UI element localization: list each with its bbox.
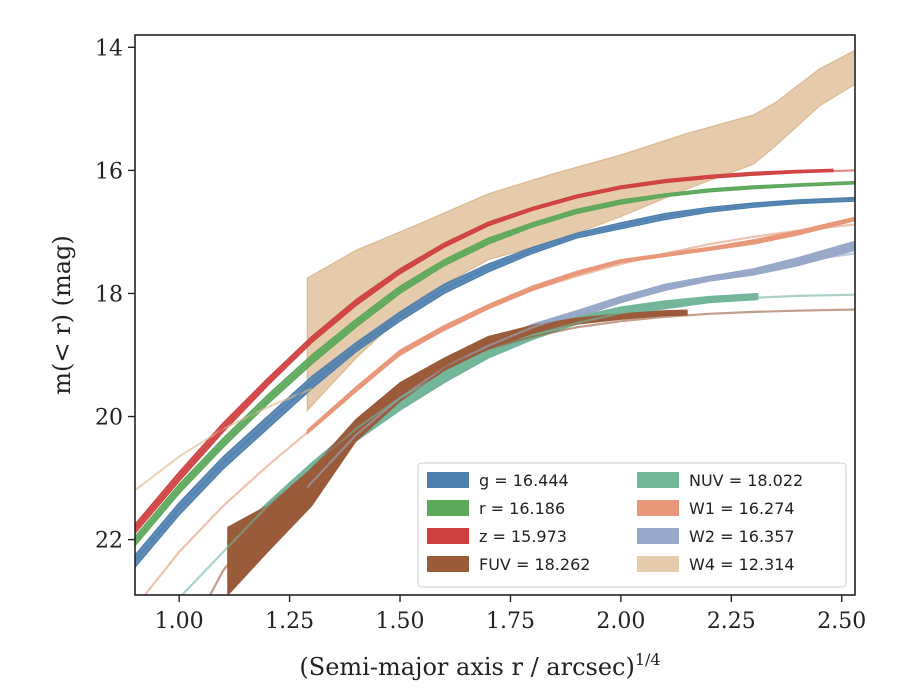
legend-box xyxy=(417,462,847,588)
legend-label-W1: W1 = 16.274 xyxy=(689,499,795,518)
x-tick-label-6: 2.50 xyxy=(817,609,866,634)
legend-swatch-FUV xyxy=(427,556,469,572)
y-axis: 14 16 18 20 22 xyxy=(95,36,135,554)
y-axis-label: m(< r) (mag) xyxy=(48,235,76,394)
series-models xyxy=(135,169,855,595)
model-line-W1 xyxy=(143,223,855,595)
x-tick-label-4: 2.00 xyxy=(596,609,645,634)
band-g xyxy=(135,196,855,569)
legend-label-W4: W4 = 12.314 xyxy=(689,555,795,574)
band-r xyxy=(135,180,855,547)
y-tick-label-0: 14 xyxy=(95,36,123,61)
legend-swatch-W2 xyxy=(637,528,679,544)
x-axis-label: (Semi-major axis r / arcsec)1/4 xyxy=(299,650,660,681)
legend-swatch-W4 xyxy=(637,556,679,572)
x-tick-label-5: 2.25 xyxy=(707,609,756,634)
legend-label-W2: W2 = 16.357 xyxy=(689,527,795,546)
y-tick-label-3: 20 xyxy=(95,406,123,431)
x-tick-label-1: 1.25 xyxy=(265,609,314,634)
legend-label-z: z = 15.973 xyxy=(479,527,567,546)
legend-label-NUV: NUV = 18.022 xyxy=(689,471,803,490)
x-tick-label-3: 1.75 xyxy=(486,609,535,634)
y-tick-label-1: 16 xyxy=(95,159,123,184)
band-W4 xyxy=(306,49,855,412)
legend-swatch-NUV xyxy=(637,472,679,488)
legend-label-g: g = 16.444 xyxy=(479,471,569,490)
x-tick-label-0: 1.00 xyxy=(155,609,204,634)
model-line-z xyxy=(135,169,855,530)
legend-swatch-r xyxy=(427,500,469,516)
legend-swatch-W1 xyxy=(637,500,679,516)
model-line-FUV xyxy=(208,308,855,595)
legend-label-r: r = 16.186 xyxy=(479,499,565,518)
y-tick-label-2: 18 xyxy=(95,282,123,307)
y-tick-label-4: 22 xyxy=(95,529,123,554)
plot-frame xyxy=(134,34,856,596)
legend-swatch-g xyxy=(427,472,469,488)
band-W1 xyxy=(306,216,855,436)
x-tick-label-2: 1.50 xyxy=(376,609,425,634)
model-line-r xyxy=(135,181,855,543)
model-line-g xyxy=(135,197,855,562)
legend-swatch-z xyxy=(427,528,469,544)
x-axis: 1.00 1.25 1.50 1.75 2.00 2.25 2.50 xyxy=(155,595,866,634)
legend-label-FUV: FUV = 18.262 xyxy=(479,555,590,574)
legend: g = 16.444 r = 16.186 z = 15.973 FUV = 18.2… xyxy=(417,462,847,588)
